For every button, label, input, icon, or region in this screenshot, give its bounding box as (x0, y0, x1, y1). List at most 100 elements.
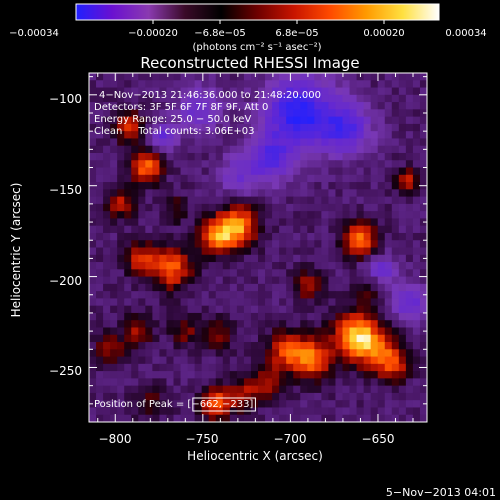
heatmap-cell (279, 342, 287, 350)
heatmap-cell (314, 87, 322, 96)
heatmap-cell (243, 320, 252, 329)
heatmap-cell (236, 145, 245, 154)
heatmap-cell (384, 378, 393, 387)
heatmap-cell (258, 80, 266, 89)
heatmap-cell (286, 218, 294, 227)
heatmap-cell (236, 371, 245, 379)
heatmap-cell (222, 225, 231, 234)
heatmap-cell (124, 211, 132, 220)
heatmap-cell (138, 320, 146, 329)
heatmap-cell (215, 131, 224, 140)
heatmap-cell (293, 87, 301, 96)
heatmap-cell (215, 174, 224, 183)
heatmap-cell (391, 152, 400, 161)
heatmap-cell (145, 305, 153, 314)
heatmap-cell (208, 262, 217, 270)
heatmap-cell (243, 262, 252, 270)
heatmap-cell (131, 131, 139, 140)
heatmap-cell (405, 196, 414, 205)
heatmap-cell (314, 291, 322, 299)
heatmap-cell (300, 203, 308, 212)
heatmap-cell (307, 342, 315, 350)
heatmap-cell (349, 363, 358, 372)
heatmap-cell (391, 298, 400, 307)
heatmap-cell (321, 109, 330, 118)
heatmap-cell (342, 102, 351, 110)
heatmap-cell (258, 189, 266, 198)
heatmap-cell (222, 131, 231, 140)
heatmap-cell (370, 109, 379, 118)
heatmap-cell (131, 123, 139, 132)
heatmap-cell (272, 349, 280, 358)
heatmap-cell (349, 189, 358, 198)
heatmap-cell (370, 116, 379, 125)
heatmap-cell (194, 225, 203, 234)
heatmap-cell (356, 371, 365, 379)
heatmap-cell (328, 102, 337, 110)
heatmap-cell (194, 312, 203, 321)
heatmap-cell (187, 334, 196, 343)
heatmap-cell (110, 407, 118, 416)
heatmap-cell (300, 254, 308, 263)
heatmap-cell (152, 116, 161, 125)
heatmap-cell (398, 160, 407, 169)
heatmap-cell (124, 225, 132, 234)
heatmap-cell (236, 160, 245, 169)
heatmap-cell (180, 400, 189, 409)
heatmap-cell (398, 232, 407, 241)
heatmap-cell (300, 414, 308, 422)
heatmap-cell (398, 378, 407, 387)
heatmap-cell (194, 400, 203, 409)
heatmap-cell (103, 73, 111, 81)
heatmap-cell (243, 189, 252, 198)
heatmap-cell (152, 392, 161, 401)
heatmap-cell (194, 73, 203, 81)
heatmap-cell (314, 283, 322, 292)
heatmap-cell (349, 371, 358, 379)
heatmap-cell (363, 378, 372, 387)
heatmap-cell (293, 262, 301, 270)
heatmap-cell (377, 196, 386, 205)
heatmap-cell (222, 312, 231, 321)
heatmap-cell (258, 218, 266, 227)
heatmap-cell (229, 138, 238, 147)
heatmap-cell (124, 371, 132, 379)
heatmap-cell (243, 138, 252, 147)
heatmap-cell (300, 225, 308, 234)
heatmap-cell (279, 80, 287, 89)
heatmap-cell (412, 145, 421, 154)
heatmap-cell (145, 232, 153, 241)
heatmap-cell (222, 334, 231, 343)
heatmap-cell (250, 291, 259, 299)
heatmap-cell (293, 225, 301, 234)
heatmap-cell (131, 400, 139, 409)
heatmap-cell (300, 283, 308, 292)
heatmap-cell (180, 232, 189, 241)
heatmap-cell (370, 320, 379, 329)
heatmap-cell (412, 189, 421, 198)
heatmap-cell (405, 102, 414, 110)
heatmap-cell (342, 240, 351, 249)
heatmap-cell (398, 254, 407, 263)
heatmap-cell (180, 203, 189, 212)
heatmap-cell (180, 312, 189, 321)
heatmap-cell (250, 305, 259, 314)
heatmap-cell (229, 87, 238, 96)
heatmap-cell (419, 211, 427, 220)
heatmap-cell (342, 312, 351, 321)
heatmap-cell (243, 145, 252, 154)
heatmap-cell (335, 312, 344, 321)
heatmap-cell (363, 305, 372, 314)
heatmap-cell (384, 262, 393, 270)
heatmap-cell (307, 283, 315, 292)
heatmap-cell (419, 298, 427, 307)
heatmap-cell (293, 312, 301, 321)
heatmap-cell (89, 211, 97, 220)
heatmap-cell (131, 138, 139, 147)
heatmap-cell (243, 269, 252, 278)
heatmap-cell (349, 123, 358, 132)
heatmap-cell (173, 145, 182, 154)
heatmap-cell (250, 334, 259, 343)
heatmap-cell (89, 414, 97, 422)
heatmap-cell (300, 182, 308, 190)
